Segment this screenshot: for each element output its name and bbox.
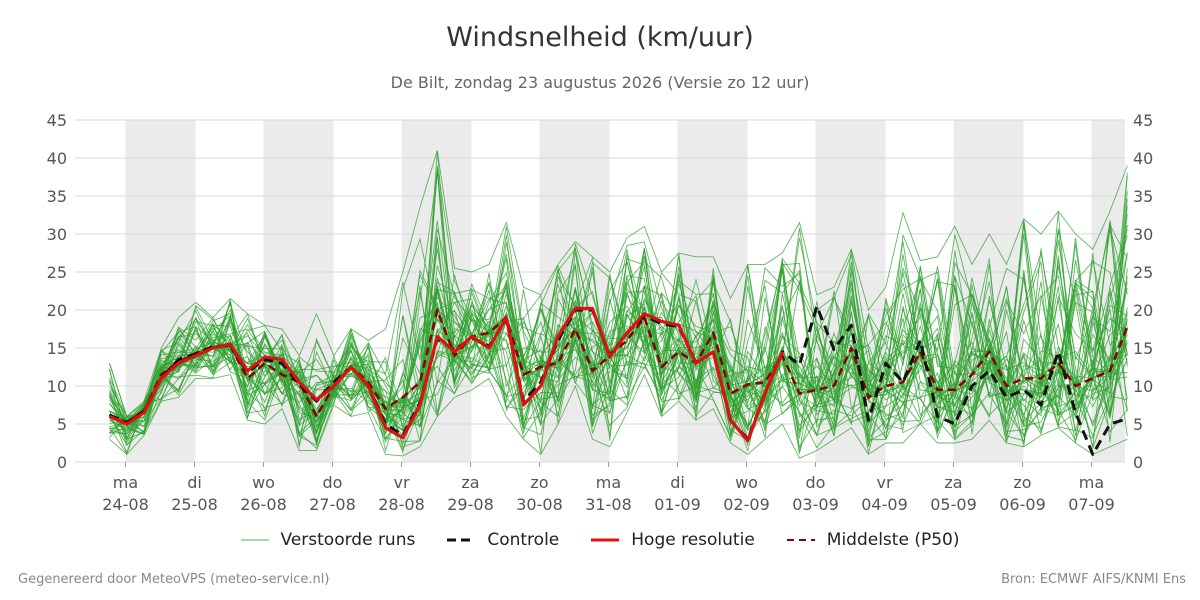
y-tick-label: 10 (1133, 377, 1153, 396)
x-tick-day: di (187, 473, 202, 492)
legend-swatch-ensemble (240, 539, 269, 541)
x-tick-day: vr (393, 473, 409, 492)
x-tick-day: ma (113, 473, 138, 492)
legend-label-control: Controle (487, 530, 560, 550)
footer-source: Bron: ECMWF AIFS/KNMI Ens (1001, 572, 1186, 587)
x-tick-day: zo (530, 473, 548, 492)
legend-swatch-median (786, 539, 815, 541)
y-tick-label: 15 (47, 339, 67, 358)
y-tick-label: 30 (1133, 225, 1153, 244)
ensemble-run-line (109, 150, 1128, 418)
ensemble-run-line (109, 236, 1128, 455)
legend-label-hires: Hoge resolutie (631, 530, 755, 550)
legend: Verstoorde runs Controle Hoge resolutie … (0, 530, 1200, 550)
y-axis-left: 0 5 10 15 20 25 30 35 40 45 (47, 111, 67, 472)
ensemble-run-line (109, 235, 1128, 454)
x-tick-date: 06-09 (999, 495, 1046, 514)
y-tick-label: 20 (1133, 301, 1153, 320)
x-tick-date: 03-09 (792, 495, 839, 514)
legend-item-hires: Hoge resolutie (591, 530, 755, 550)
legend-item-median: Middelste (P50) (786, 530, 960, 550)
x-tick-date: 04-09 (861, 495, 908, 514)
x-tick-date: 29-08 (447, 495, 494, 514)
y-tick-label: 20 (47, 301, 67, 320)
x-tick-day: wo (735, 473, 758, 492)
hires-line (108, 306, 784, 443)
y-tick-label: 25 (47, 263, 67, 282)
chart-subtitle: De Bilt, zondag 23 augustus 2026 (Versie… (390, 73, 810, 92)
ensemble-run-line (109, 227, 1128, 438)
x-tick-date: 26-08 (240, 495, 287, 514)
ensemble-run-line (109, 373, 1128, 459)
legend-item-control: Controle (447, 530, 559, 550)
x-tick-day: zo (1013, 473, 1031, 492)
x-tick-day: wo (252, 473, 275, 492)
legend-swatch-hires (591, 538, 620, 542)
ensemble-run-line (109, 237, 1128, 442)
x-tick-date: 01-09 (654, 495, 701, 514)
ensemble-run-line (109, 262, 1128, 444)
day-shade (125, 120, 196, 462)
x-tick-date: 02-09 (723, 495, 770, 514)
y-tick-label: 10 (47, 377, 67, 396)
y-tick-label: 40 (1133, 149, 1153, 168)
legend-swatch-control (447, 538, 476, 542)
x-tick-day: ma (596, 473, 621, 492)
ensemble-run-line (109, 233, 1128, 453)
x-tick-day: za (461, 473, 479, 492)
legend-label-ensemble: Verstoorde runs (280, 530, 416, 550)
ensemble-run-line (109, 205, 1128, 441)
x-tick-date: 24-08 (102, 495, 149, 514)
legend-item-ensemble: Verstoorde runs (240, 530, 416, 550)
ensemble-run-line (109, 198, 1128, 448)
y-tick-label: 35 (47, 187, 67, 206)
x-axis: ma 24-08 di 25-08 wo 26-08 do 27-08 vr 28-08 za 29-… (102, 462, 1115, 514)
y-tick-label: 0 (1133, 453, 1143, 472)
footer-credit: Gegenereerd door MeteoVPS (meteo-service… (18, 572, 330, 587)
ensemble-run-line (109, 238, 1128, 443)
ensemble-run-line (109, 220, 1128, 439)
x-tick-date: 07-09 (1068, 495, 1115, 514)
x-tick-day: vr (876, 473, 892, 492)
y-tick-label: 5 (1133, 415, 1143, 434)
chart-title: Windsnelheid (km/uur) (446, 22, 754, 53)
y-tick-label: 35 (1133, 187, 1153, 206)
x-tick-date: 27-08 (309, 495, 356, 514)
y-tick-label: 5 (57, 415, 67, 434)
wind-speed-chart: 0 5 10 15 20 25 30 35 40 45 0 5 10 15 20 25 30 35 40 45 ma… (47, 111, 1154, 514)
y-tick-label: 40 (47, 149, 67, 168)
y-tick-label: 30 (47, 225, 67, 244)
y-tick-label: 45 (1133, 111, 1153, 130)
x-tick-date: 30-08 (516, 495, 563, 514)
legend-label-median: Middelste (P50) (826, 530, 960, 550)
main-series (108, 304, 1129, 456)
x-tick-date: 05-09 (930, 495, 977, 514)
x-tick-date: 25-08 (171, 495, 218, 514)
x-tick-date: 28-08 (378, 495, 425, 514)
y-tick-label: 45 (47, 111, 67, 130)
x-tick-day: do (323, 473, 343, 492)
x-tick-date: 31-08 (585, 495, 632, 514)
x-tick-day: ma (1079, 473, 1104, 492)
x-tick-day: za (944, 473, 962, 492)
x-tick-day: do (806, 473, 826, 492)
x-tick-day: di (670, 473, 685, 492)
y-tick-label: 0 (57, 453, 67, 472)
y-tick-label: 25 (1133, 263, 1153, 282)
y-tick-label: 15 (1133, 339, 1153, 358)
y-axis-right: 0 5 10 15 20 25 30 35 40 45 (1133, 111, 1153, 472)
